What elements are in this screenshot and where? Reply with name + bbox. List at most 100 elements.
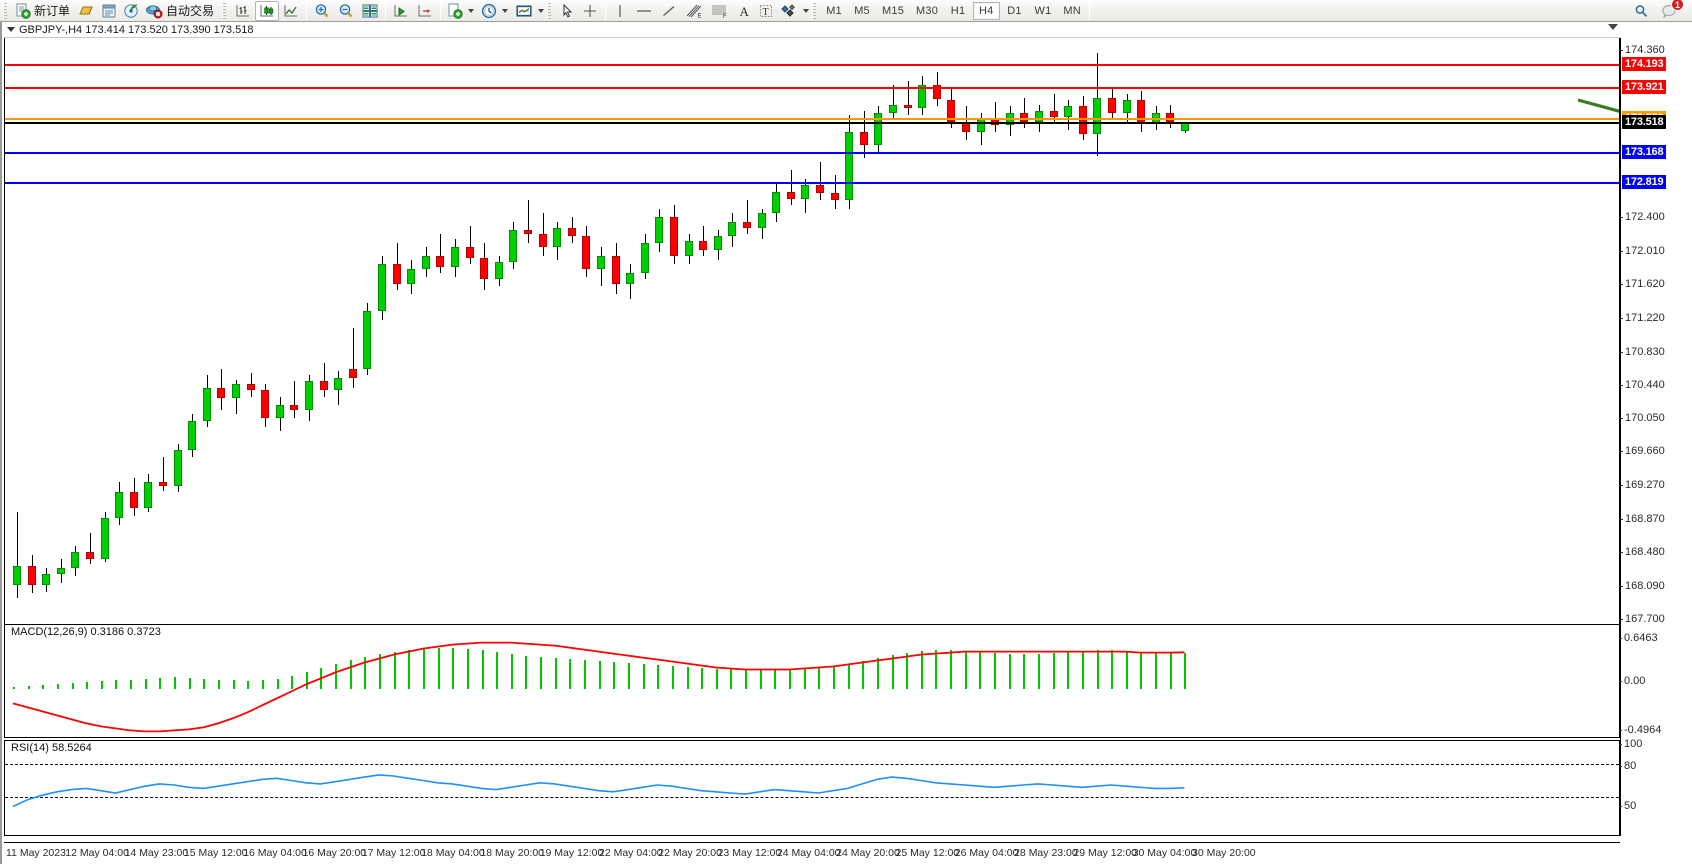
timeframe-button-m5[interactable]: M5: [854, 4, 870, 17]
objects-dropdown-caret[interactable]: [803, 8, 810, 13]
candle-body: [217, 388, 226, 399]
level-line-resistance-0[interactable]: [5, 64, 1619, 67]
timeframe-button-h1[interactable]: H1: [950, 4, 966, 17]
horizontal-line-button[interactable]: [631, 1, 657, 21]
navigator-button[interactable]: [120, 1, 142, 21]
price-tick: 170.050: [1620, 412, 1665, 425]
macd-histogram-bar: [627, 662, 630, 690]
macd-label: MACD(12,26,9) 0.3186 0.3723: [9, 626, 163, 638]
fibonacci-icon: F: [712, 5, 727, 19]
auto-scroll-button[interactable]: [389, 1, 413, 21]
timeframe-button-h4[interactable]: H4: [973, 1, 1000, 20]
autotrading-button[interactable]: 自动交易: [142, 1, 219, 21]
candle-body: [626, 272, 635, 284]
macd-histogram-bar: [774, 669, 777, 690]
time-tick: 25 May 12:00: [895, 847, 960, 859]
toolbar-separator-1: [306, 1, 308, 20]
fibonacci-button[interactable]: F: [707, 1, 733, 21]
candle-wick: [893, 84, 894, 120]
macd-histogram-bar: [27, 686, 30, 690]
tile-windows-button[interactable]: [358, 1, 382, 21]
crosshair-button[interactable]: [578, 1, 602, 21]
candle-body: [86, 552, 94, 560]
new-chart-button[interactable]: [444, 1, 466, 21]
support-2-label[interactable]: 172.819: [1622, 174, 1667, 189]
current-price-label[interactable]: 173.518: [1622, 114, 1667, 129]
macd-histogram-bar: [1140, 651, 1143, 690]
candle-wick: [747, 200, 748, 235]
timeframe-button-m15[interactable]: M15: [882, 4, 905, 17]
equidistant-channel-button[interactable]: E: [681, 1, 707, 21]
timeframe-button-m1[interactable]: M1: [826, 4, 842, 17]
macd-histogram-bar: [715, 668, 718, 690]
candle-body: [830, 193, 839, 201]
support-1-label[interactable]: 173.168: [1622, 144, 1667, 159]
period-dropdown-caret[interactable]: [502, 8, 509, 13]
macd-histogram-bar: [613, 661, 616, 690]
macd-histogram-bar: [525, 655, 528, 690]
period-button[interactable]: [478, 1, 500, 21]
candle-body: [451, 247, 459, 267]
text-button[interactable]: A: [733, 1, 755, 21]
line-chart-icon: [284, 4, 298, 16]
market-watch-button[interactable]: [75, 1, 98, 21]
zoom-out-button[interactable]: [334, 1, 358, 21]
time-tick: 24 May 04:00: [776, 847, 841, 859]
level-line-support-4[interactable]: [5, 151, 1619, 154]
resistance-1-label[interactable]: 173.921: [1622, 80, 1667, 95]
bar-chart-button[interactable]: [231, 1, 255, 21]
vertical-line-button[interactable]: [609, 1, 631, 21]
trendline-button[interactable]: [657, 1, 681, 21]
chart-scroll-marker-icon: [1608, 24, 1618, 30]
macd-histogram-bar: [657, 664, 660, 690]
candle-body: [261, 389, 270, 419]
timeframe-button-d1[interactable]: D1: [1007, 4, 1022, 17]
level-line-resistance-1[interactable]: [5, 87, 1619, 90]
search-button[interactable]: [1630, 1, 1652, 21]
svg-text:T: T: [763, 7, 769, 18]
toolbar-separator-2: [385, 1, 387, 20]
toolbar-grip-2[interactable]: [222, 2, 230, 19]
line-chart-button[interactable]: [279, 1, 303, 21]
macd-histogram-bar: [408, 649, 411, 690]
level-line-support-5[interactable]: [5, 181, 1619, 184]
candle-body: [597, 255, 605, 269]
macd-histogram-bar: [862, 660, 865, 690]
macd-pane[interactable]: MACD(12,26,9) 0.3186 0.3723: [4, 624, 1620, 738]
candlestick-chart-button[interactable]: [255, 0, 280, 21]
toolbar-grip-1[interactable]: [3, 2, 10, 19]
price-scale[interactable]: 174.360 172.400 172.010 171.620 171.220 170.8…: [1618, 38, 1692, 836]
objects-button[interactable]: [777, 1, 801, 21]
new-chart-dropdown-caret[interactable]: [468, 8, 475, 13]
level-line-last-price-3[interactable]: [5, 121, 1619, 124]
time-tick: 15 May 12:00: [183, 847, 248, 859]
candle-body: [1064, 106, 1073, 117]
cursor-button[interactable]: [556, 1, 578, 21]
data-window-button[interactable]: [98, 1, 120, 21]
resistance-2-label[interactable]: 174.193: [1622, 57, 1667, 72]
time-tick: 14 May 23:00: [124, 847, 189, 859]
toolbar-grip-4[interactable]: [812, 2, 820, 19]
price-pane[interactable]: [4, 38, 1620, 624]
chart-menu-caret-icon[interactable]: [7, 27, 15, 32]
notifications-button[interactable]: 1: [1658, 0, 1684, 21]
timeframe-button-mn[interactable]: MN: [1063, 4, 1081, 17]
new-order-button[interactable]: 新订单: [12, 1, 75, 21]
candle-wick: [703, 225, 705, 256]
level-line-pivot-2[interactable]: [5, 118, 1619, 121]
templates-button[interactable]: [512, 1, 536, 21]
candle-body: [319, 381, 328, 390]
macd-histogram-bar: [671, 665, 674, 690]
timeframe-button-m30[interactable]: M30: [916, 4, 939, 17]
macd-signal-line: [12, 641, 1185, 733]
templates-dropdown-caret[interactable]: [538, 8, 545, 13]
candle-wick: [542, 213, 544, 256]
rsi-pane[interactable]: RSI(14) 58.5264: [4, 740, 1620, 836]
navigator-icon: [124, 3, 138, 18]
time-tick: 24 May 20:00: [836, 847, 900, 859]
zoom-in-button[interactable]: [310, 1, 334, 21]
text-label-button[interactable]: T: [755, 1, 777, 21]
toolbar-grip-3[interactable]: [547, 2, 555, 19]
timeframe-button-w1[interactable]: W1: [1034, 4, 1052, 17]
chart-shift-button[interactable]: [413, 1, 437, 21]
